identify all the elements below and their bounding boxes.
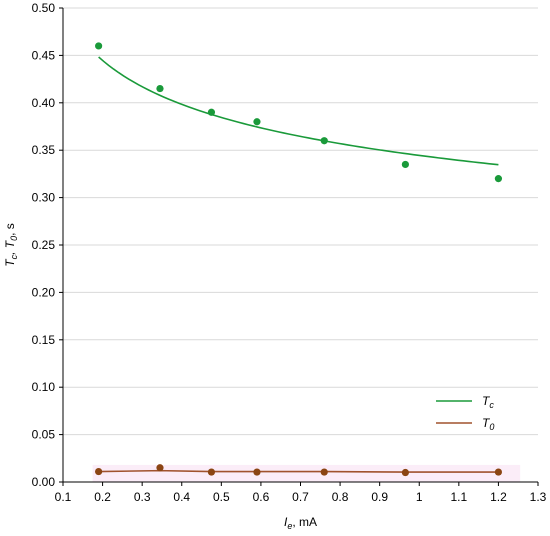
x-tick-label: 1.1 xyxy=(450,490,467,504)
series-t0-point xyxy=(401,468,409,477)
x-tick-label: 0.2 xyxy=(94,490,111,504)
grid-lines xyxy=(63,7,538,436)
y-tick-label: 0.20 xyxy=(32,285,56,299)
y-tick-label: 0.15 xyxy=(32,333,56,347)
x-tick-label: 1 xyxy=(416,490,423,504)
series-tc-point xyxy=(207,108,216,116)
legend: Tc T0 xyxy=(428,388,504,432)
x-tick-label: 0.9 xyxy=(371,490,388,504)
y-axis-title: Tc, T0, s xyxy=(3,223,19,267)
x-tick-label: 0.1 xyxy=(55,490,72,504)
x-axis-title-unit: , mA xyxy=(292,515,317,529)
x-axis-title-main: I xyxy=(284,515,288,529)
x-tick-label: 0.5 xyxy=(213,490,230,504)
x-tick-label: 0.8 xyxy=(332,490,349,504)
series-t0-point xyxy=(494,468,503,476)
y-tick-label: 0.30 xyxy=(32,191,56,205)
legend-t0-label: T0 xyxy=(482,416,494,432)
y-tick-label: 0.25 xyxy=(32,238,56,252)
x-axis-title: Ie, mA xyxy=(284,515,317,531)
highlight-bands xyxy=(92,464,521,482)
legend-tc-label: Tc xyxy=(482,394,494,410)
series-group xyxy=(95,42,503,477)
y-tick-label: 0.10 xyxy=(32,380,56,394)
y-tick-label: 0.05 xyxy=(32,428,56,442)
series-highlight-band xyxy=(92,464,521,482)
y-axis-title-part-2: c xyxy=(9,254,19,259)
y-tick-label: 0.40 xyxy=(32,96,56,110)
x-tick-label: 0.4 xyxy=(173,490,190,504)
x-tick-label: 1.3 xyxy=(530,490,547,504)
series-t0-point xyxy=(95,467,103,476)
series-tc-point xyxy=(95,42,103,50)
y-axis-title-part-5: , s xyxy=(3,223,17,236)
series-tc-point xyxy=(401,160,409,169)
y-tick-label: 0.45 xyxy=(32,48,56,62)
series-tc-point xyxy=(156,84,164,93)
series-tc-point xyxy=(320,137,328,145)
x-tick-label: 0.6 xyxy=(253,490,270,504)
series-t0-point xyxy=(156,464,164,472)
x-axis-ticks: 0.1 0.2 0.3 0.4 0.5 0.6 0.7 0.8 0.9 1 1.1 1.2 1.3 xyxy=(55,482,547,504)
series-tc-point xyxy=(253,118,261,126)
y-axis-title-part-3: , T xyxy=(3,239,17,255)
x-tick-label: 1.2 xyxy=(490,490,507,504)
series-tc-fit-line xyxy=(98,56,499,166)
y-tick-label: 0.00 xyxy=(32,475,56,489)
y-axis-ticks: 0.00 0.05 0.10 0.15 0.20 0.25 0.30 0.35 0.40 0.45… xyxy=(32,1,63,489)
series-t0-point xyxy=(207,468,216,476)
y-tick-label: 0.35 xyxy=(32,143,56,157)
y-tick-label: 0.50 xyxy=(32,1,56,15)
x-axis-title-sub: e xyxy=(287,521,292,531)
y-axis-title-part-4: 0 xyxy=(9,236,19,241)
x-tick-label: 0.7 xyxy=(292,490,309,504)
series-t0-point xyxy=(253,468,261,476)
y-axis-title-part-1: T xyxy=(3,258,17,267)
x-tick-label: 0.3 xyxy=(134,490,151,504)
series-t0-point xyxy=(320,468,328,476)
legend-background xyxy=(428,388,504,432)
series-tc-point xyxy=(494,175,503,183)
